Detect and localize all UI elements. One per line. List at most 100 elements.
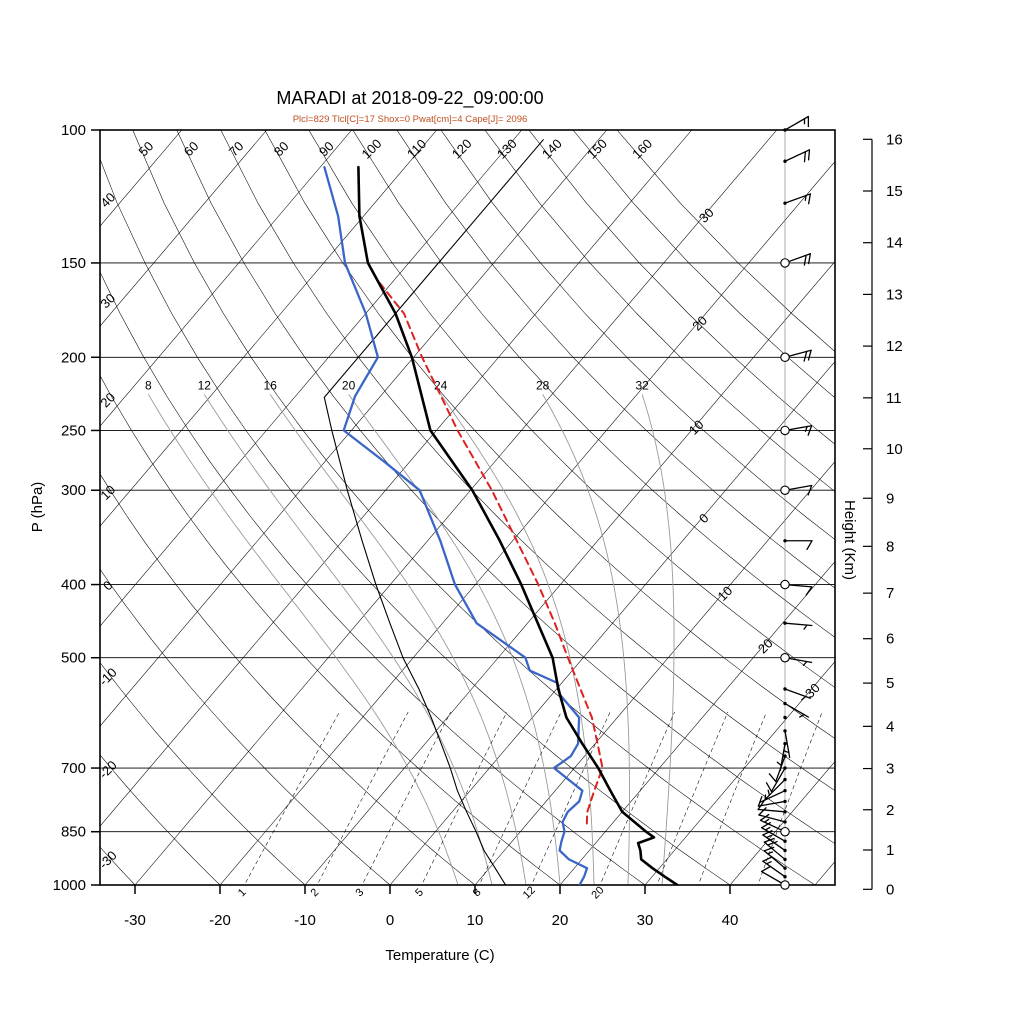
background-lines [100,130,835,885]
parcel-curve [376,279,604,825]
wind-barb-column [757,115,813,890]
pressure-tick-label: 150 [61,255,86,272]
height-tick-label: 13 [886,286,903,303]
height-tick-label: 1 [886,842,894,859]
isotherm [100,130,607,727]
height-tick-label: 15 [886,183,903,200]
moist-adiabat-label: 32 [635,378,649,392]
isotherm [474,461,835,885]
temperature-curve [357,165,679,885]
height-tick-label: 6 [886,631,894,648]
moist-adiabat-label: 16 [264,378,278,392]
wind-barb [783,621,813,630]
dry-adiabat [528,130,835,445]
level-dot [783,799,787,804]
wind-barb [783,539,813,551]
dry-adiabat-label: 0 [100,578,116,594]
isotherm [134,130,777,885]
pressure-tick-label: 1000 [53,877,86,894]
dry-adiabat [352,130,835,638]
moist-adiabat [542,394,630,885]
wind-barb [758,807,787,824]
height-tick-label: 5 [886,675,894,692]
temperature-tick-label: 0 [386,912,394,929]
isotherm [304,261,835,885]
isotherm [729,761,835,885]
dry-adiabat-label: 110 [404,136,429,161]
pressure-tick-label: 250 [61,422,86,439]
moist-adiabat-label: 24 [434,378,448,392]
wind-barb [783,687,812,701]
isotherm [100,130,352,427]
level-circle [780,352,790,363]
wind-barb [765,777,787,800]
level-dot [783,857,787,862]
height-axis-title: Height (Km) [841,500,858,580]
isotherm-label: 20 [689,313,710,334]
isotherm-label: 20 [755,635,776,656]
wind-barb [762,856,787,879]
pressure-tick-label: 700 [61,760,86,777]
mixing-ratio-line [531,711,611,885]
mixing-ratio-line [421,711,508,885]
dry-adiabat [100,158,731,885]
level-dot [783,715,787,720]
mixing-ratio-label: 12 [521,884,538,901]
pressure-tick-label: 200 [61,349,86,366]
mixing-ratio-label: 3 [354,886,367,899]
height-tick-label: 11 [886,390,902,407]
wind-barb [780,579,813,596]
dry-adiabat [616,130,835,352]
mixing-ratio-label: 1 [236,886,249,899]
height-tick-label: 9 [886,490,894,507]
dry-adiabat [396,130,835,589]
temperature-tick-label: -30 [124,912,146,929]
profiles [323,139,679,885]
dewpoint-curve [323,166,589,885]
dry-adiabat [572,130,835,399]
level-circle [780,425,790,436]
dry-adiabat-label: 150 [584,136,610,162]
moist-adiabat-label: 8 [145,378,152,392]
mixing-ratio-label: 5 [413,886,426,899]
dry-adiabat [100,754,221,885]
pressure-tick-label: 300 [61,482,86,499]
level-dot [783,729,787,733]
isotherm [559,561,835,885]
pressure-tick-label: 100 [61,122,86,139]
isotherm-label: 10 [686,417,707,438]
isotherm [100,130,182,227]
dry-adiabat [100,568,391,885]
dry-adiabat [100,662,306,885]
level-dot [783,788,787,793]
height-tick-label: 8 [886,538,894,555]
height-tick-label: 12 [886,338,903,355]
height-tick-label: 16 [886,131,903,148]
wind-barb [760,865,790,890]
height-tick-label: 14 [886,235,903,252]
isotherm [100,130,267,327]
level-circle [780,579,790,590]
chart-title: MARADI at 2018-09-22_09:00:00 [276,88,544,108]
wind-barb [780,652,813,667]
standard-atmosphere-curve [323,139,544,885]
wind-barb [757,796,787,807]
wind-barb [780,425,813,436]
mixing-ratio-label: 8 [471,886,484,899]
level-circle [780,880,790,890]
level-dot [783,820,787,824]
mixing-ratio-label: 20 [589,884,606,901]
mixing-ratio-line [244,711,340,885]
level-dot [783,766,787,770]
height-tick-label: 0 [886,881,894,898]
chart-parameters: Plcl=829 Tlcl[C]=17 Shox=0 Pwat[cm]=4 Ca… [292,114,528,125]
level-circle [780,485,790,495]
height-tick-label: 7 [886,585,894,602]
mixing-ratio-line [698,711,767,885]
wind-barb [759,813,790,837]
pressure-tick-label: 400 [61,577,86,594]
temperature-tick-label: 30 [637,912,654,929]
plot-frame [99,129,836,886]
wind-barb [783,729,791,759]
